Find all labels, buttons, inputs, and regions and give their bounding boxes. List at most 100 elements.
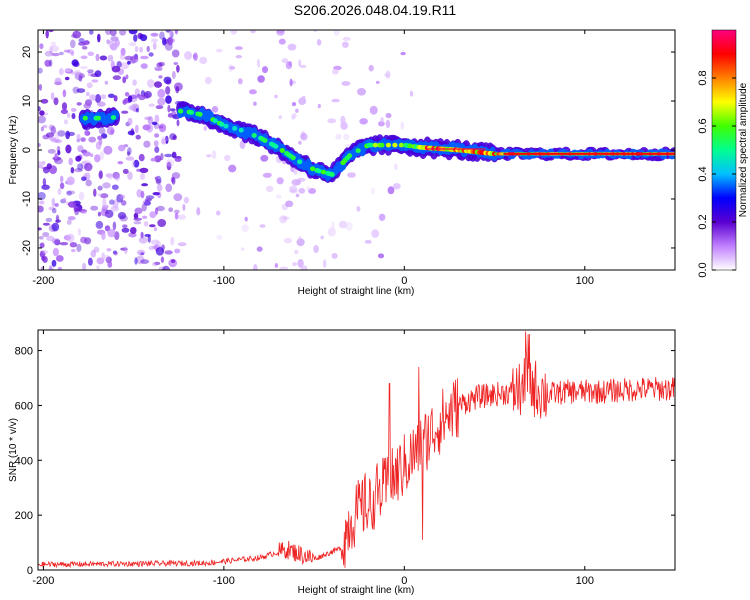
noise-blob bbox=[385, 70, 391, 79]
noise-blob bbox=[57, 266, 63, 270]
noise-blob bbox=[234, 46, 243, 50]
x-tick-label: -200 bbox=[32, 575, 54, 587]
noise-blob bbox=[131, 160, 136, 168]
noise-blob bbox=[144, 198, 153, 202]
ridge-core bbox=[329, 172, 335, 177]
noise-blob bbox=[110, 205, 120, 212]
noise-blob bbox=[229, 66, 236, 70]
noise-blob bbox=[182, 203, 186, 211]
noise-blob bbox=[150, 32, 159, 37]
noise-blob bbox=[102, 182, 111, 189]
noise-blob bbox=[67, 131, 75, 137]
noise-blob bbox=[130, 227, 137, 234]
ridge-core bbox=[398, 142, 404, 148]
noise-blob bbox=[133, 217, 142, 221]
noise-blob bbox=[50, 126, 56, 135]
noise-blob bbox=[331, 221, 335, 229]
noise-blob bbox=[121, 110, 129, 114]
noise-blob bbox=[51, 197, 55, 207]
noise-blob bbox=[250, 30, 256, 34]
noise-blob bbox=[364, 240, 372, 244]
noise-blob bbox=[94, 70, 102, 78]
noise-blob bbox=[300, 265, 308, 270]
noise-blob bbox=[177, 242, 187, 247]
noise-blob bbox=[287, 43, 297, 51]
noise-blob bbox=[85, 179, 92, 187]
noise-blob bbox=[165, 79, 172, 85]
ridge-core bbox=[279, 148, 285, 153]
noise-blob bbox=[277, 30, 284, 34]
noise-blob bbox=[46, 163, 52, 170]
noise-blob bbox=[155, 105, 164, 110]
noise-blob bbox=[375, 80, 380, 84]
noise-blob bbox=[136, 249, 146, 256]
noise-blob bbox=[54, 81, 63, 86]
noise-blob bbox=[77, 163, 84, 171]
ridge-core bbox=[273, 144, 279, 149]
noise-blob bbox=[54, 157, 63, 165]
noise-blob bbox=[116, 61, 122, 68]
noise-blob bbox=[80, 55, 88, 60]
noise-blob bbox=[62, 197, 67, 202]
noise-blob bbox=[83, 102, 92, 109]
noise-blob bbox=[45, 217, 53, 223]
noise-blob bbox=[164, 153, 173, 158]
noise-blob bbox=[96, 101, 106, 107]
noise-blob bbox=[68, 157, 73, 166]
noise-blob bbox=[224, 154, 231, 162]
noise-blob bbox=[316, 39, 322, 46]
noise-blob bbox=[162, 245, 166, 249]
noise-blob bbox=[107, 93, 115, 99]
noise-blob bbox=[100, 193, 109, 199]
noise-blob bbox=[153, 227, 158, 232]
noise-blob bbox=[126, 60, 131, 65]
snr-series-line bbox=[38, 331, 675, 569]
noise-blob bbox=[157, 97, 166, 106]
noise-blob bbox=[78, 191, 85, 201]
noise-blob bbox=[161, 138, 167, 145]
noise-blob bbox=[51, 208, 57, 214]
noise-blob bbox=[146, 45, 150, 53]
noise-blob bbox=[134, 207, 143, 215]
noise-blob bbox=[94, 154, 101, 163]
noise-blob bbox=[167, 36, 173, 46]
noise-blob bbox=[93, 188, 97, 197]
noise-blob bbox=[154, 81, 162, 88]
noise-blob bbox=[111, 184, 119, 190]
noise-blob bbox=[371, 187, 375, 195]
noise-blob bbox=[42, 124, 48, 129]
noise-blob bbox=[50, 45, 60, 52]
noise-blob bbox=[70, 51, 75, 56]
y-tick-label: 400 bbox=[15, 455, 33, 467]
noise-blob bbox=[148, 52, 154, 57]
noise-blob bbox=[112, 221, 117, 231]
noise-blob bbox=[134, 88, 140, 97]
noise-blob bbox=[38, 84, 43, 91]
noise-blob bbox=[338, 220, 348, 229]
noise-blob bbox=[38, 161, 42, 169]
noise-blob bbox=[165, 95, 172, 104]
noise-blob bbox=[206, 154, 212, 158]
noise-blob bbox=[400, 121, 405, 130]
noise-blob bbox=[331, 98, 340, 103]
noise-blob bbox=[98, 127, 106, 135]
noise-blob bbox=[38, 227, 42, 231]
noise-blob bbox=[158, 123, 167, 133]
figure-title: S206.2026.048.04.19.R11 bbox=[293, 2, 457, 18]
ridge-core bbox=[212, 118, 218, 124]
snr-ylabel: SNR (10 * v/v) bbox=[8, 418, 19, 482]
noise-blob bbox=[256, 246, 263, 252]
noise-blob bbox=[204, 76, 212, 85]
noise-blob bbox=[151, 38, 158, 43]
noise-blob bbox=[140, 55, 149, 60]
noise-blob bbox=[147, 116, 154, 125]
noise-blob bbox=[58, 68, 64, 76]
noise-blob bbox=[151, 121, 158, 126]
noise-blob bbox=[371, 229, 380, 238]
colorbar-ticks: 0.0 0.2 0.4 0.6 0.8 bbox=[697, 70, 736, 278]
noise-blob bbox=[95, 141, 102, 150]
noise-blob bbox=[173, 209, 180, 214]
ridge-core bbox=[290, 155, 296, 161]
colorbar-label: Normalized spectral amplitude bbox=[738, 82, 749, 217]
